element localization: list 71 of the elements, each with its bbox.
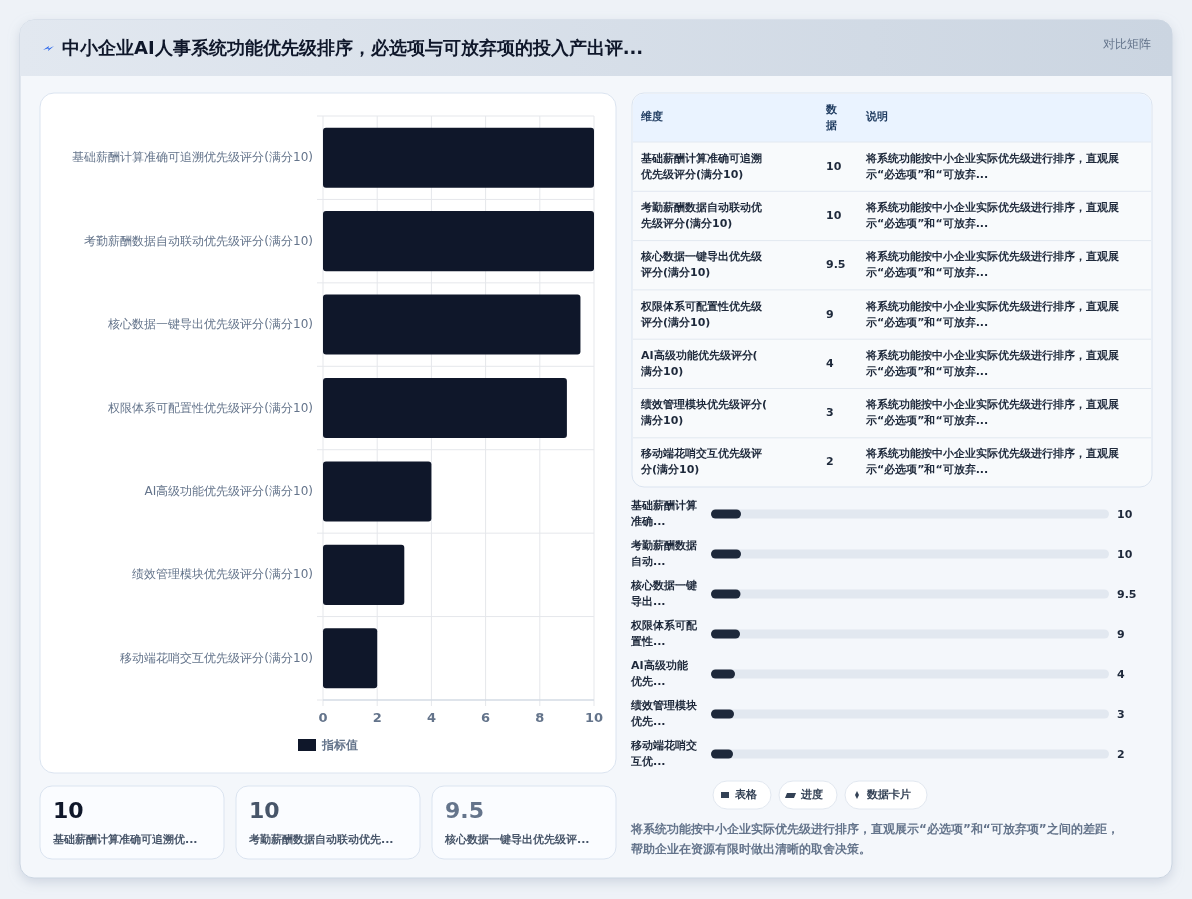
text: 将系统功能按中小企业实际优先级进行排序，直观展示“必选项”和“可放弃... [865, 200, 1119, 230]
data-label: 9.5 [826, 258, 846, 272]
text: 对比矩阵 [1103, 36, 1151, 51]
y-tick-label: 核心数据一键导出优先级评分(满分10) [107, 317, 313, 332]
text: 将系统功能按中小企业实际优先级进行排序，直观展示“必选项”和“可放弃... [865, 299, 1119, 329]
category-label: 绩效管理模块优先... [630, 699, 697, 728]
y-tick-label: 基础薪酬计算准确可追溯优先级评分(满分10) [72, 150, 313, 165]
text: 将系统功能按中小企业实际优先级进行排序，直观展示“必选项”和“可放弃... [865, 348, 1119, 378]
data-label: 4 [1117, 668, 1125, 681]
category-label: 基础薪酬计算准确... [630, 499, 697, 528]
category-label: AI高级功能优先级评分(满分10) [640, 348, 758, 378]
category-label: 移动端花哨交互优先级评分(满分10) [640, 447, 762, 477]
category-label: 权限体系可配置性... [630, 619, 698, 648]
data-label: 2 [826, 455, 834, 469]
y-tick-label: 移动端花哨交互优先级评分(满分10) [120, 650, 313, 665]
data-label: 10 [1117, 548, 1133, 561]
category-label: 进度 [800, 788, 823, 801]
x-tick-label: 6 [481, 709, 491, 725]
data-label: 4 [826, 356, 834, 370]
data-label: 9.5 [445, 798, 484, 823]
text: 中小企业AI人事系统功能优先级排序，必选项与可放弃项的投入产出评... [62, 37, 644, 58]
category-label: 考勤薪酬数据自动联动优先... [248, 833, 394, 846]
y-tick-label: 考勤薪酬数据自动联动优先级评分(满分10) [84, 233, 313, 248]
category-label: 表格 [734, 788, 758, 801]
x-tick-label: 2 [372, 709, 382, 725]
data-label: 3 [1117, 708, 1125, 721]
text: 将系统功能按中小企业实际优先级进行排序，直观展示“必选项”和“可放弃项”之间的差距，帮助企业在资源有限时做出清晰的取舍决策。 [630, 821, 1119, 856]
category-label: 考勤薪酬数据自动... [630, 539, 697, 568]
bar [323, 377, 567, 439]
data-label: 10 [826, 208, 842, 222]
category-label: 数据卡片 [866, 788, 911, 801]
text: 将系统功能按中小企业实际优先级进行排序，直观展示“必选项”和“可放弃... [865, 250, 1119, 280]
legend-label: 指标值 [321, 737, 358, 752]
category-label: 基础薪酬计算准确可追溯优... [52, 833, 198, 846]
x-tick-label: 0 [318, 709, 328, 725]
data-label: 3 [826, 406, 834, 420]
category-label: 移动端花哨交互优... [630, 739, 697, 768]
x-tick-label: 8 [535, 709, 545, 725]
category-label: 考勤薪酬数据自动联动优先级评分(满分10) [640, 200, 762, 230]
text: 将系统功能按中小企业实际优先级进行排序，直观展示“必选项”和“可放弃... [865, 398, 1119, 428]
category-label: AI高级功能优先... [630, 659, 689, 688]
category-label: 核心数据一键导出优先级评... [444, 833, 590, 846]
bar [323, 544, 405, 605]
data-label: 10 [1117, 508, 1133, 521]
data-label: 9 [826, 307, 834, 321]
text: 将系统功能按中小企业实际优先级进行排序，直观展示“必选项”和“可放弃... [865, 447, 1119, 477]
data-label: 2 [1117, 748, 1125, 761]
bar [323, 461, 432, 522]
data-label: 10 [826, 159, 842, 173]
data-label: 9.5 [1117, 588, 1137, 601]
data-label: 10 [249, 798, 280, 823]
category-label: 权限体系可配置性优先级评分(满分10) [640, 299, 763, 329]
data-label: 10 [53, 798, 84, 823]
bar [323, 127, 594, 188]
x-tick-label: 4 [426, 709, 436, 725]
bar [323, 211, 594, 272]
y-tick-label: 权限体系可配置性优先级评分(满分10) [107, 400, 313, 415]
category-label: 核心数据一键导出... [630, 579, 697, 608]
bar [323, 294, 581, 355]
data-label: 9 [1117, 628, 1125, 641]
y-tick-label: AI高级功能优先级评分(满分10) [144, 483, 313, 498]
category-label: 绩效管理模块优先级评分(满分10) [640, 398, 768, 428]
y-tick-label: 绩效管理模块优先级评分(满分10) [132, 567, 313, 582]
category-label: 核心数据一键导出优先级评分(满分10) [640, 250, 763, 280]
text: 说明 [865, 110, 888, 123]
x-tick-label: 10 [584, 709, 604, 725]
text: 维度 [640, 110, 663, 123]
text: 数据 [825, 103, 838, 132]
category-label: 基础薪酬计算准确可追溯优先级评分(满分10) [640, 151, 762, 181]
bar [323, 628, 378, 689]
text: 将系统功能按中小企业实际优先级进行排序，直观展示“必选项”和“可放弃... [865, 151, 1119, 181]
